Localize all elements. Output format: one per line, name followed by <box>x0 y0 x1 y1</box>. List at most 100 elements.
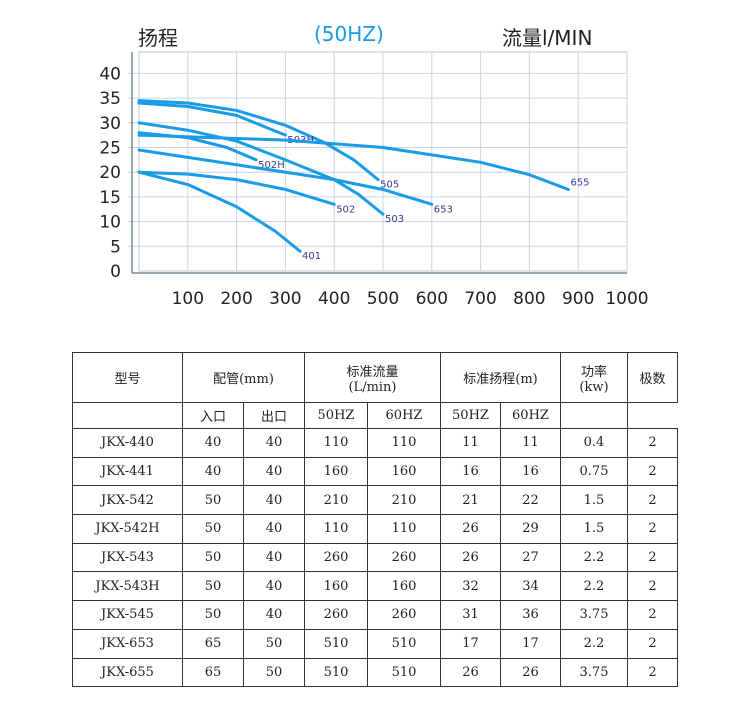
table-cell: 50 <box>182 571 244 602</box>
table-cell: 16 <box>440 456 501 487</box>
table-cell: 11 <box>500 428 561 458</box>
table-cell: 2 <box>627 428 678 458</box>
header-cell: 型号 <box>72 352 183 403</box>
table-cell: 16 <box>500 456 561 487</box>
table-cell: 260 <box>304 542 368 573</box>
table-cell: 26 <box>440 514 501 544</box>
table-cell: 0.4 <box>560 428 628 458</box>
table-cell: 40 <box>243 428 305 458</box>
x-tick-label: 700 <box>464 289 496 309</box>
table-row: JKX-655 65 50 510 510 26 26 3.75 2 <box>72 657 678 688</box>
table-cell: 26 <box>440 542 501 573</box>
series-label: 502 <box>336 204 355 215</box>
table-row: JKX-543 50 40 260 260 26 27 2.2 2 <box>72 542 678 573</box>
table-cell: 40 <box>243 542 305 573</box>
table-cell: 2 <box>627 456 678 487</box>
series-line-502 <box>137 170 336 206</box>
table-cell: 50 <box>182 600 244 630</box>
series-label: 655 <box>570 177 589 188</box>
table-cell: 40 <box>182 428 244 458</box>
series-label: 502H <box>258 160 285 171</box>
table-cell: 40 <box>243 514 305 544</box>
table-cell: 510 <box>367 628 441 659</box>
table-cell: 32 <box>440 571 501 602</box>
table-row: JKX-545 50 40 260 260 31 36 3.75 2 <box>72 600 678 630</box>
table-cell: 26 <box>440 657 501 688</box>
table-cell: 3.75 <box>560 657 628 688</box>
table-cell: 2 <box>627 657 678 688</box>
y-tick-label: 35 <box>99 89 121 109</box>
table-cell: 50 <box>182 542 244 573</box>
x-tick-label: 500 <box>367 289 399 309</box>
table-cell: 29 <box>500 514 561 544</box>
table-cell: 2 <box>627 571 678 602</box>
series-line-653 <box>137 148 434 206</box>
table-cell: 50 <box>243 657 305 688</box>
table-row: JKX-440 40 40 110 110 11 11 0.4 2 <box>72 428 678 458</box>
y-tick-label: 0 <box>110 262 121 282</box>
table-cell: 210 <box>367 485 441 516</box>
table-cell: 40 <box>243 571 305 602</box>
x-tick-label: 900 <box>562 289 594 309</box>
table-cell: 50HZ <box>440 402 501 429</box>
header-cell: 功率 (kw) <box>560 352 628 403</box>
header-cell: 配管(mm) <box>182 352 305 403</box>
table-cell: 40 <box>243 485 305 516</box>
table-cell: 40 <box>182 456 244 487</box>
table-cell: 22 <box>500 485 561 516</box>
table-cell <box>560 402 628 429</box>
y-tick-label: 30 <box>99 114 121 134</box>
table-cell: 入口 <box>182 402 244 429</box>
table-row: JKX-542 50 40 210 210 21 22 1.5 2 <box>72 485 678 516</box>
table-cell: 65 <box>182 628 244 659</box>
table-cell: 出口 <box>243 402 305 429</box>
table-cell: 36 <box>500 600 561 630</box>
table-cell: JKX-655 <box>72 657 183 688</box>
chart-title: (50HZ) <box>314 22 384 46</box>
table-cell: 2.2 <box>560 571 628 602</box>
table-cell: 510 <box>304 628 368 659</box>
y-axis-title: 扬程 <box>138 26 178 50</box>
table-cell: 60HZ <box>367 402 441 429</box>
table-cell: 2.2 <box>560 542 628 573</box>
table-cell: 160 <box>304 571 368 602</box>
series-line-401 <box>137 170 302 253</box>
series-label: 401 <box>302 251 321 262</box>
table-cell: JKX-545 <box>72 600 183 630</box>
table-cell: 34 <box>500 571 561 602</box>
y-tick-label: 40 <box>99 64 121 84</box>
y-tick-label: 20 <box>99 163 121 183</box>
table-cell: 2 <box>627 542 678 573</box>
table-cell: JKX-542H <box>72 514 183 544</box>
y-tick-label: 5 <box>110 237 121 257</box>
series-label: 505 <box>380 180 399 191</box>
y-tick-label: 15 <box>99 188 121 208</box>
table-cell: 210 <box>304 485 368 516</box>
table-cell: 110 <box>304 428 368 458</box>
table-cell <box>72 402 183 429</box>
table-cell: 17 <box>440 628 501 659</box>
series-line-503H <box>137 101 287 137</box>
table-cell: 1.5 <box>560 514 628 544</box>
table-cell: 2 <box>627 600 678 630</box>
table-cell: JKX-543H <box>72 571 183 602</box>
header-row: 型号 配管(mm) 标准流量 (L/min) 标准扬程(m) 功率 (kw) 极… <box>72 352 678 403</box>
x-tick-label: 100 <box>172 289 204 309</box>
series-label: 503 <box>385 214 404 225</box>
x-tick-label: 600 <box>416 289 448 309</box>
table-cell: 27 <box>500 542 561 573</box>
x-tick-label: 300 <box>269 289 301 309</box>
series-line-655 <box>137 133 570 191</box>
table-cell: 510 <box>367 657 441 688</box>
x-tick-label: 200 <box>220 289 252 309</box>
table-cell: 2 <box>627 514 678 544</box>
header-cell: 极数 <box>627 352 678 403</box>
table-cell: 50 <box>182 485 244 516</box>
table-cell: 260 <box>367 600 441 630</box>
y-tick-label: 10 <box>99 213 121 233</box>
table-cell: 110 <box>367 428 441 458</box>
table-cell: JKX-542 <box>72 485 183 516</box>
table-cell: JKX-440 <box>72 428 183 458</box>
table-cell: JKX-543 <box>72 542 183 573</box>
table-cell: 1.5 <box>560 485 628 516</box>
